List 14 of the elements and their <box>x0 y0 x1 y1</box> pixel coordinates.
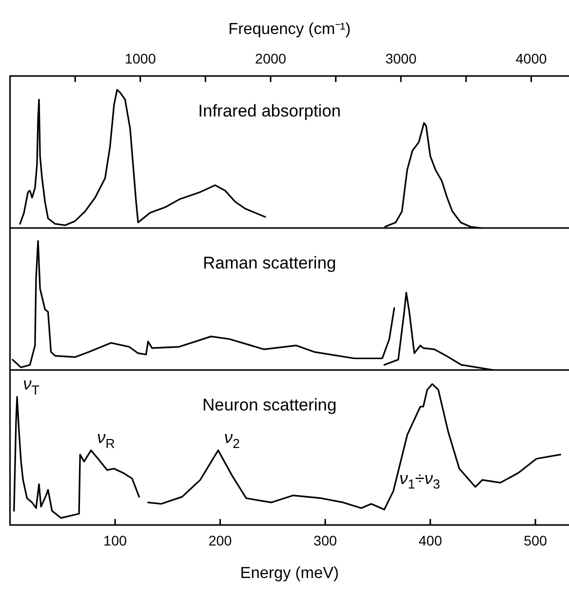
x-tick-label: 500 <box>524 532 548 548</box>
x-tick-label: 400 <box>418 532 442 548</box>
x-tick-label: 100 <box>103 532 127 548</box>
x2-tick-label: 4000 <box>516 50 547 66</box>
x-tick-label: 300 <box>314 532 338 548</box>
x2-tick-label: 3000 <box>385 50 417 66</box>
text: Neuron scattering <box>202 396 337 415</box>
x2-axis-title: Frequency (cm⁻¹) <box>228 21 351 38</box>
x2-tick-label: 1000 <box>124 50 156 66</box>
text: Raman scattering <box>202 254 336 273</box>
text: Infrared absorption <box>198 102 341 121</box>
x-axis-title: Energy (meV) <box>240 564 339 582</box>
x-tick-label: 200 <box>208 532 232 548</box>
x2-tick-label: 2000 <box>255 50 286 66</box>
